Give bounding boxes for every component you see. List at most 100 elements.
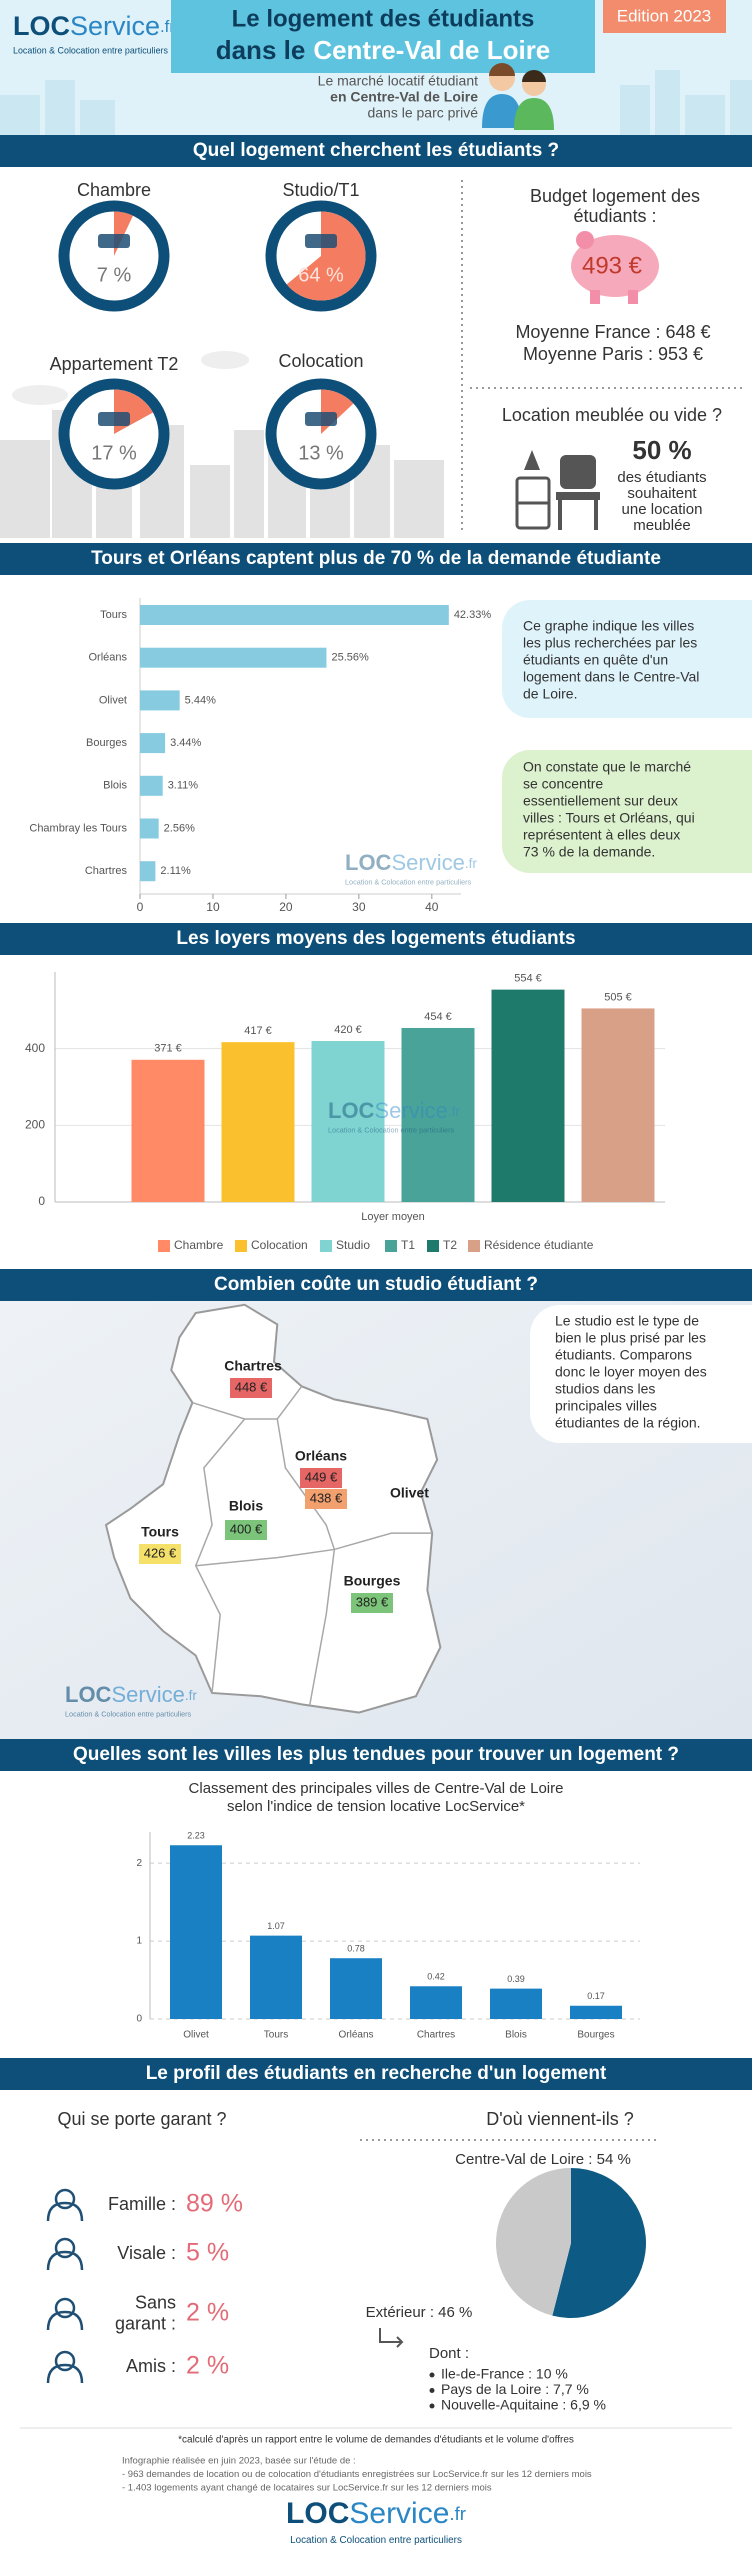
piggy xyxy=(571,235,659,297)
arrow xyxy=(379,2328,404,2348)
note-bubble xyxy=(502,750,752,873)
x-tick-label: Tours xyxy=(264,2030,288,2041)
bar xyxy=(401,1027,475,1202)
bullet xyxy=(429,2388,435,2393)
cloud xyxy=(12,385,68,405)
bar xyxy=(570,2005,622,2019)
note-bubble xyxy=(502,600,752,718)
legend-label: T2 xyxy=(443,1238,457,1252)
furnished-question: Location meublée ou vide ? xyxy=(502,405,722,425)
value-label: 1.07 xyxy=(267,1921,285,1931)
donut-label: Chambre xyxy=(77,180,151,200)
study-text: - 1.403 logements ayant changé de locata… xyxy=(122,2483,492,2494)
legend-label: Résidence étudiante xyxy=(484,1238,594,1252)
logo-part: Service xyxy=(349,2497,449,2530)
guarantor-value: 89 % xyxy=(186,2190,243,2218)
y-tick-label: 0 xyxy=(38,1194,45,1208)
pie-slice xyxy=(495,2168,571,2316)
logo-part: .fr xyxy=(448,1104,461,1119)
note-text: étudiantes de la région. xyxy=(555,1415,701,1431)
value-label: 505 € xyxy=(604,991,632,1003)
pie-label: Centre-Val de Loire : 54 % xyxy=(455,2151,631,2168)
guarantor-icon xyxy=(54,2350,76,2372)
x-tick-label: 30 xyxy=(352,900,366,914)
student-body xyxy=(514,98,554,130)
department-border xyxy=(192,1385,303,1420)
price-tag xyxy=(225,1520,267,1540)
among-item: Pays de la Loire : 7,7 % xyxy=(441,2381,589,2397)
subtitle: en Centre-Val de Loire xyxy=(330,89,478,105)
note-text: donc le loyer moyen des xyxy=(555,1364,707,1380)
guarantor-value: 2 % xyxy=(186,2352,229,2380)
logo-part: Service xyxy=(391,850,464,875)
piggy-leg xyxy=(628,290,638,304)
price-tag xyxy=(305,1489,347,1509)
legend-swatch xyxy=(235,1240,247,1252)
legend-swatch xyxy=(385,1240,397,1252)
legend-swatch xyxy=(468,1240,480,1252)
logo-part: LOC xyxy=(65,1682,112,1707)
value-label: 42.33% xyxy=(454,609,492,621)
skyline xyxy=(234,430,264,538)
furnished-text: meublée xyxy=(633,517,691,534)
x-tick-label: Chartres xyxy=(417,2030,455,2041)
section-title: Tours et Orléans captent plus de 70 % de… xyxy=(91,548,661,569)
y-tick-label: 1 xyxy=(136,1936,142,1947)
y-tick-label: Orléans xyxy=(88,652,127,664)
budget-title: étudiants : xyxy=(573,206,656,226)
donut-label: Appartement T2 xyxy=(50,354,179,374)
logo-part: LOC xyxy=(345,850,392,875)
city-price: 449 € xyxy=(305,1469,338,1484)
legend-swatch xyxy=(158,1240,170,1252)
y-tick-label: Chartres xyxy=(85,865,128,877)
y-tick-label: Blois xyxy=(103,780,127,792)
city-name: Bourges xyxy=(344,1573,401,1589)
city-name: Orléans xyxy=(295,1448,347,1464)
legend-swatch xyxy=(427,1240,439,1252)
budget-avg: Moyenne Paris : 953 € xyxy=(523,344,703,364)
guarantor-icon xyxy=(46,2310,84,2331)
skyline xyxy=(0,95,40,135)
logo-tagline: Location & Colocation entre particuliers xyxy=(13,45,169,55)
donut-value: 13 % xyxy=(298,442,344,464)
value-label: 371 € xyxy=(154,1043,182,1055)
legend-label: Chambre xyxy=(174,1238,224,1252)
x-tick-label: 40 xyxy=(425,900,439,914)
x-axis-label: Loyer moyen xyxy=(361,1211,425,1223)
y-tick-label: 200 xyxy=(25,1118,45,1132)
y-tick-label: Chambray les Tours xyxy=(29,822,127,834)
note-text: essentiellement sur deux xyxy=(523,793,678,809)
value-label: 454 € xyxy=(424,1011,452,1023)
note-text: principales villes xyxy=(555,1398,657,1414)
bar xyxy=(311,1041,385,1202)
logo: LOCService.fr xyxy=(13,11,175,41)
note-text: 73 % de la demande. xyxy=(523,844,655,860)
bar xyxy=(250,1935,302,2019)
x-tick-label: Olivet xyxy=(183,2030,209,2041)
bar xyxy=(140,818,159,839)
skyline xyxy=(394,460,444,538)
note-text: étudiants en quête d'un xyxy=(523,652,668,668)
note-text: de Loire. xyxy=(523,686,577,702)
skyline xyxy=(0,440,50,538)
value-label: 0.39 xyxy=(507,1974,525,1984)
among-title: Dont : xyxy=(429,2345,469,2362)
section-bar xyxy=(0,1739,752,1771)
bar xyxy=(140,733,166,754)
logo-part: LOC xyxy=(13,11,70,41)
note-text: Ce graphe indique les villes xyxy=(523,618,694,634)
skyline xyxy=(620,85,650,135)
furnished-text: souhaitent xyxy=(627,485,697,502)
among-item: Ile-de-France : 10 % xyxy=(441,2366,568,2382)
title: dans le Centre-Val de Loire xyxy=(216,35,551,65)
lamp xyxy=(524,450,540,470)
note-bubble xyxy=(530,1305,752,1443)
x-tick-label: Orléans xyxy=(338,2030,373,2041)
logo-part: .fr xyxy=(185,1688,198,1703)
among-item: Nouvelle-Aquitaine : 6,9 % xyxy=(441,2397,606,2413)
guarantor-label: garant : xyxy=(115,2313,176,2333)
section-bar xyxy=(0,135,752,167)
chair xyxy=(560,455,596,489)
